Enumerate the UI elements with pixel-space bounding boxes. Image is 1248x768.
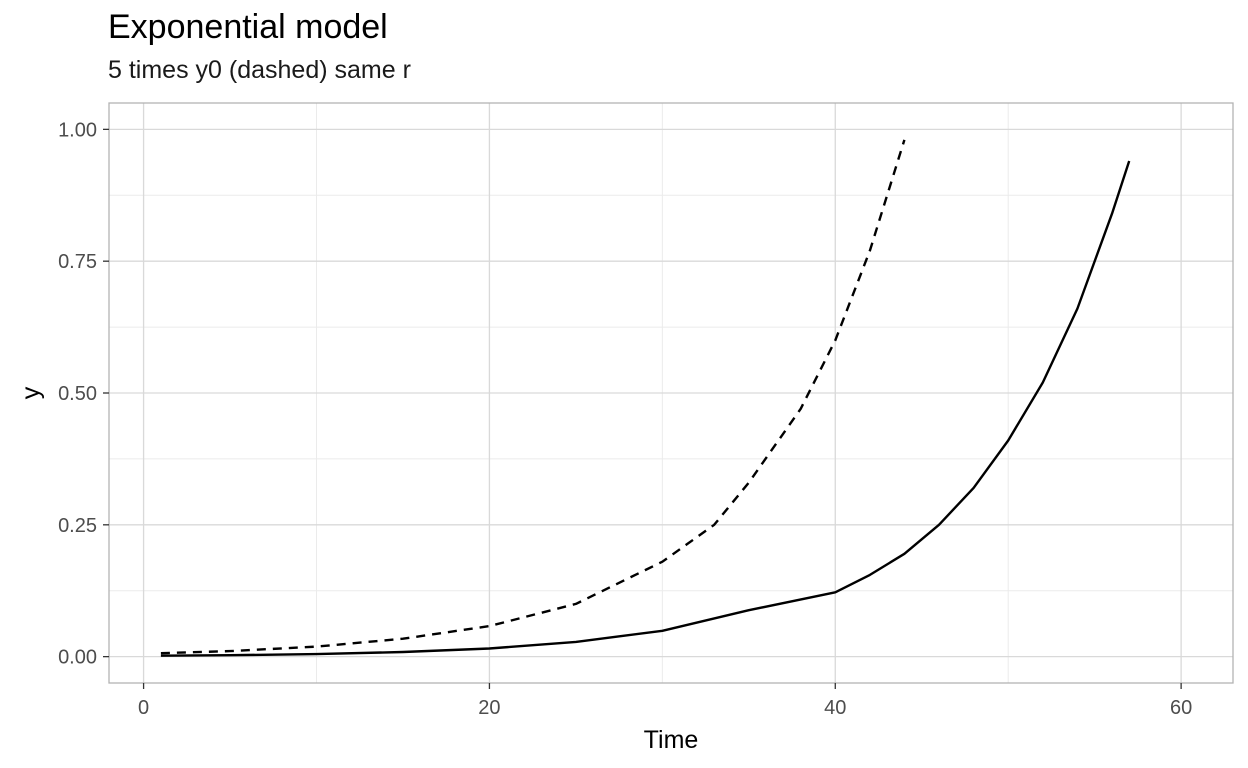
chart-title: Exponential model (108, 8, 388, 46)
y-tick-label: 0.25 (58, 515, 97, 537)
x-tick-label: 60 (1170, 697, 1192, 719)
y-axis-title: y (17, 386, 45, 399)
series-layer (160, 139, 1131, 657)
y-tick-label: 0.50 (58, 383, 97, 405)
x-tick-label: 40 (824, 697, 846, 719)
series-line-dashed (160, 139, 906, 655)
x-tick-label: 0 (138, 697, 149, 719)
x-tick-label: 20 (478, 697, 500, 719)
x-axis-title: Time (644, 726, 699, 754)
axis-ticks (103, 128, 1182, 689)
major-gridlines (109, 103, 1233, 683)
chart-subtitle: 5 times y0 (dashed) same r (108, 56, 411, 84)
y-tick-label: 1.00 (58, 119, 97, 141)
series-line-solid (160, 160, 1131, 657)
y-tick-label: 0.00 (58, 647, 97, 669)
y-tick-label: 0.75 (58, 251, 97, 273)
tick-labels: 0 20 40 60 0.00 0.25 0.50 0.75 1.00 (58, 119, 1192, 719)
